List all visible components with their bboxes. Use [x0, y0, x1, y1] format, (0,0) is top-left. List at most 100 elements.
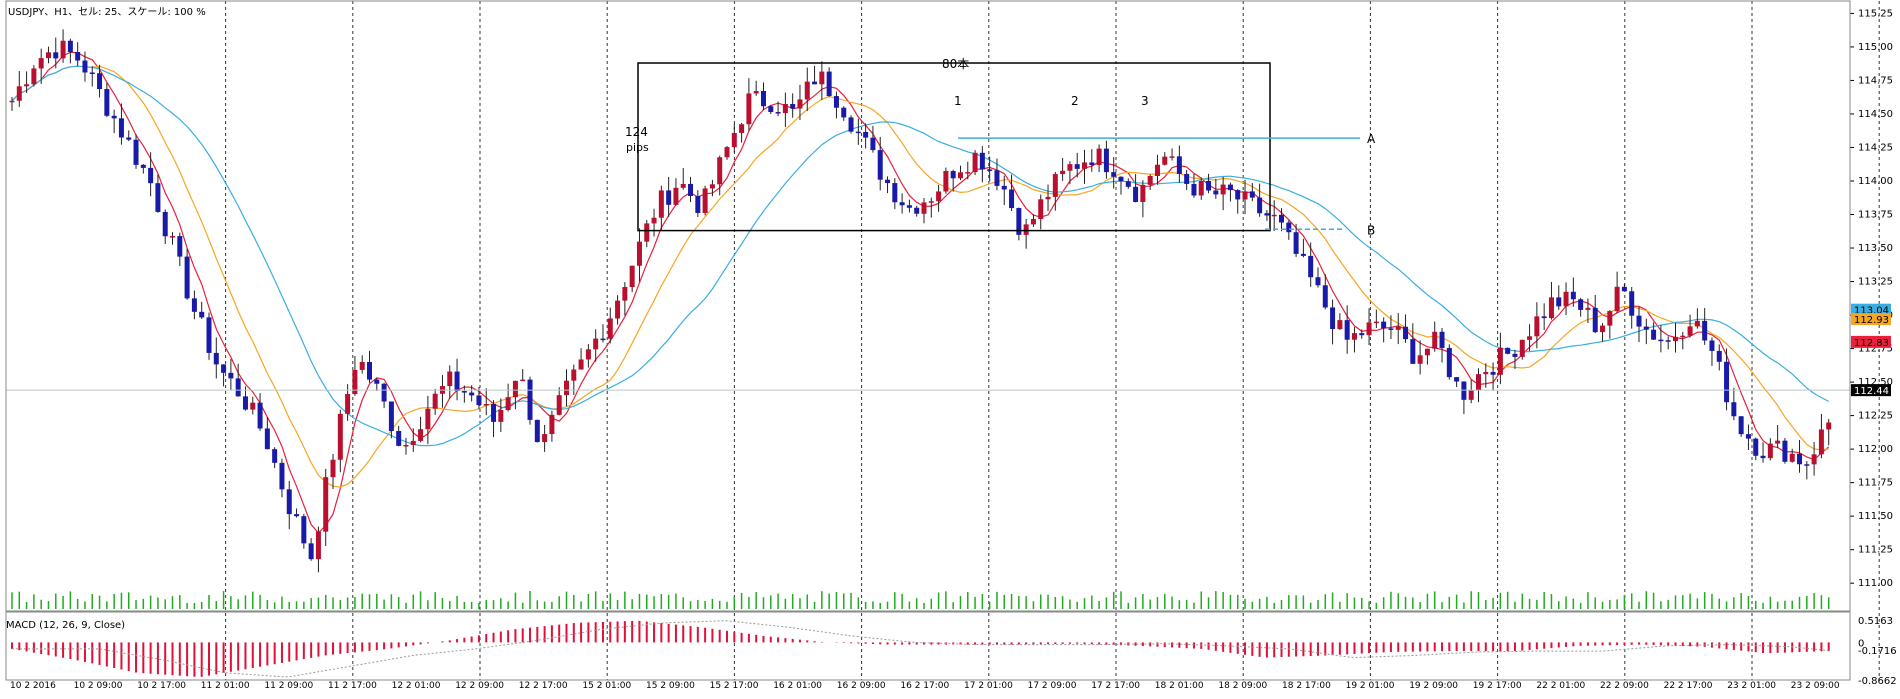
bull-candle: [593, 338, 599, 350]
bear-candle: [1264, 213, 1270, 216]
bear-candle: [1125, 181, 1131, 187]
bull-candle: [702, 188, 708, 213]
bear-candle: [1621, 286, 1627, 292]
bear-candle: [1381, 321, 1387, 329]
time-tick-label: 22 2 09:00: [1600, 681, 1649, 691]
bear-candle: [381, 383, 387, 402]
bear-candle: [286, 489, 292, 515]
bull-candle: [418, 429, 424, 441]
bull-candle: [753, 90, 759, 94]
time-tick-label: 10 2 09:00: [74, 681, 123, 691]
bull-candle: [1220, 184, 1226, 195]
bear-candle: [89, 72, 95, 74]
bull-candle: [622, 287, 628, 301]
pips-unit-label: pips: [626, 141, 649, 154]
macd-axis-label: -0.8662: [1858, 676, 1897, 687]
bear-candle: [191, 298, 197, 312]
bull-candle: [1600, 325, 1606, 333]
bull-candle: [819, 71, 825, 85]
bear-candle: [863, 131, 869, 138]
ma-mid-line: [11, 65, 1829, 488]
bull-candle: [731, 132, 737, 148]
bear-candle: [1782, 440, 1788, 462]
bear-candle: [294, 514, 300, 517]
bear-candle: [235, 378, 241, 397]
price-tick-label: 111.75: [1858, 478, 1893, 489]
price-tick-label: 112.50: [1858, 377, 1893, 388]
bear-candle: [1797, 453, 1803, 465]
bear-candle: [1753, 438, 1759, 456]
bull-candle: [31, 68, 37, 85]
bull-candle: [1373, 321, 1379, 324]
time-tick-label: 18 2 01:00: [1155, 681, 1204, 691]
bull-candle: [45, 52, 51, 59]
bull-candle: [1351, 333, 1357, 340]
bear-candle: [1410, 339, 1416, 364]
bull-candle: [512, 380, 518, 398]
price-tick-label: 111.25: [1858, 545, 1893, 556]
time-tick-label: 17 2 01:00: [964, 681, 1013, 691]
bull-candle: [636, 241, 642, 266]
bear-candle: [1300, 253, 1306, 256]
bull-candle: [1483, 371, 1489, 375]
time-tick-label: 23 2 01:00: [1727, 681, 1776, 691]
volume-bars: [11, 591, 1830, 609]
bear-candle: [1643, 326, 1649, 330]
bear-candle: [221, 364, 227, 373]
bull-candle: [1147, 175, 1153, 185]
bull-candle: [250, 402, 256, 410]
time-tick-label: 19 2 01:00: [1346, 681, 1395, 691]
time-tick-label: 15 2 09:00: [646, 681, 695, 691]
bear-candle: [1118, 176, 1124, 182]
bull-candle: [323, 477, 329, 532]
bull-candle: [1527, 336, 1533, 340]
time-tick-label: 19 2 09:00: [1409, 681, 1458, 691]
bear-candle: [892, 183, 898, 203]
touch-label: 2: [1071, 94, 1079, 108]
bull-candle: [724, 147, 730, 158]
bear-candle: [950, 171, 956, 179]
bull-candle: [673, 187, 679, 205]
bear-candle: [1089, 162, 1095, 165]
bull-candle: [797, 99, 803, 109]
price-pane-frame: [5, 0, 1851, 612]
bear-candle: [1293, 232, 1299, 254]
time-tick-label: 19 2 17:00: [1473, 681, 1522, 691]
bull-candle: [957, 172, 963, 179]
bear-candle: [1570, 291, 1576, 300]
bear-candle: [1308, 255, 1314, 278]
bear-candle: [1446, 347, 1452, 378]
bull-candle: [1811, 454, 1817, 465]
bull-candle: [965, 172, 971, 174]
bear-candle: [848, 117, 854, 132]
price-badge-label: 112.93: [1854, 315, 1889, 326]
bear-candle: [1658, 339, 1664, 342]
bear-candle: [760, 90, 766, 107]
time-separator-lines: [225, 1, 1880, 680]
bear-candle: [1702, 320, 1708, 341]
price-tick-label: 112.00: [1858, 444, 1893, 455]
ma-fast-line: [11, 51, 1830, 534]
bull-candle: [1614, 286, 1620, 312]
bear-candle: [1001, 185, 1007, 190]
bull-candle: [921, 202, 927, 214]
bull-candle: [739, 124, 745, 133]
bull-candle: [1497, 347, 1503, 375]
ma-slow-line: [11, 65, 1829, 447]
bull-candle: [1563, 291, 1569, 307]
bear-candle: [1133, 186, 1139, 202]
bull-candle: [1395, 326, 1401, 330]
bull-candle: [717, 157, 723, 185]
bear-candle: [1651, 329, 1657, 340]
bear-candle: [914, 207, 920, 214]
price-badge: [1851, 384, 1891, 397]
level-a-label: A: [1367, 132, 1376, 146]
bull-candle: [571, 369, 577, 381]
candlesticks: [9, 29, 1832, 573]
touch-label: 1: [954, 94, 962, 108]
bear-candle: [367, 361, 373, 380]
time-tick-label: 22 2 17:00: [1664, 681, 1713, 691]
bear-candle: [199, 311, 205, 318]
bear-candle: [1731, 402, 1737, 417]
bear-candle: [1330, 307, 1336, 330]
